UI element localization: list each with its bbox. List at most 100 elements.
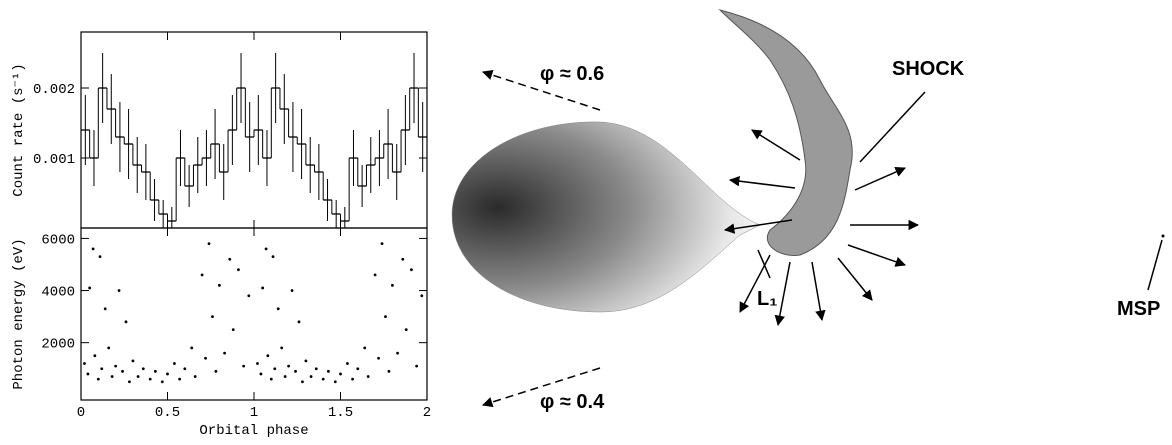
point	[294, 369, 297, 373]
point	[297, 320, 301, 324]
x-axis-label: Orbital phase	[199, 423, 308, 439]
point	[231, 328, 235, 332]
pointer	[1147, 239, 1163, 291]
point	[128, 380, 131, 384]
point	[283, 375, 287, 378]
pointer	[757, 249, 771, 279]
point	[160, 380, 164, 384]
pointer	[859, 91, 926, 163]
point	[88, 286, 92, 290]
flow-arrows	[723, 129, 920, 327]
plot-frame	[80, 227, 428, 401]
point	[396, 351, 399, 355]
x-tick-label: 0.5	[155, 405, 180, 421]
point	[114, 364, 117, 368]
point	[211, 315, 214, 319]
x-tick-label: 0	[77, 405, 85, 421]
point	[333, 380, 337, 384]
x-tick-label: 2	[423, 405, 431, 421]
point	[309, 375, 313, 378]
phase-arrow	[482, 69, 601, 111]
point	[247, 294, 251, 298]
point	[141, 367, 145, 371]
x-tick-label: 1	[250, 405, 258, 421]
point	[391, 283, 394, 287]
point	[269, 377, 273, 381]
point	[264, 247, 268, 251]
point	[228, 257, 232, 261]
point	[326, 369, 330, 373]
point	[256, 362, 259, 365]
point	[377, 356, 380, 360]
point	[339, 372, 342, 376]
point	[273, 367, 277, 371]
point	[131, 359, 135, 363]
point	[214, 369, 218, 373]
l1-label: L₁	[757, 288, 778, 310]
msp-label: MSP	[1117, 298, 1160, 320]
point	[351, 377, 355, 381]
point	[321, 377, 325, 381]
point	[404, 328, 408, 332]
shock-label: SHOCK	[892, 58, 965, 80]
point	[261, 286, 265, 290]
point	[259, 372, 263, 376]
phase-arrow	[481, 367, 601, 408]
point	[314, 367, 318, 371]
point	[96, 377, 100, 381]
point	[301, 380, 304, 384]
y-axis-label: Photon energy (eV)	[11, 238, 27, 389]
point	[356, 367, 360, 371]
point	[218, 283, 221, 287]
point	[153, 369, 157, 373]
point	[103, 307, 107, 311]
point	[242, 364, 246, 368]
point	[304, 359, 308, 363]
point	[387, 369, 391, 373]
point	[415, 364, 419, 368]
point	[193, 375, 197, 378]
x-tick-label: 1.5	[328, 405, 353, 421]
phase-label: φ ≈ 0.6	[540, 63, 604, 85]
point	[401, 257, 405, 261]
point	[363, 346, 367, 350]
point	[91, 247, 95, 251]
point	[107, 346, 111, 350]
point	[200, 273, 204, 277]
point	[173, 362, 176, 365]
point	[124, 320, 128, 324]
point	[266, 354, 270, 358]
point	[384, 315, 387, 319]
point	[178, 377, 182, 381]
point	[93, 354, 97, 358]
point	[373, 273, 377, 277]
point	[136, 375, 140, 378]
y-tick-label: 2000	[41, 337, 75, 353]
point	[290, 289, 294, 292]
y-tick-label: 0.002	[33, 82, 75, 98]
companion-star	[451, 121, 761, 313]
point	[110, 375, 114, 378]
point	[148, 377, 152, 381]
point	[410, 268, 413, 272]
point	[287, 364, 290, 368]
point	[420, 294, 424, 298]
phase-label: φ ≈ 0.4	[540, 391, 605, 413]
diagram: φ ≈ 0.6 φ ≈ 0.4 SHOCK L₁ MSP	[451, 9, 1165, 413]
y-tick-label: 0.001	[33, 152, 75, 168]
point	[237, 268, 240, 272]
point	[166, 372, 169, 376]
point	[366, 375, 370, 378]
point	[276, 307, 280, 311]
y-axis-label: Count rate (s⁻¹)	[11, 63, 27, 196]
point	[86, 372, 90, 376]
y-tick-label: 4000	[41, 285, 75, 301]
y-tick-label: 6000	[41, 232, 75, 248]
point	[100, 367, 104, 371]
pulsar	[1161, 234, 1165, 238]
point	[83, 362, 86, 365]
point	[271, 255, 275, 259]
point	[98, 255, 102, 259]
